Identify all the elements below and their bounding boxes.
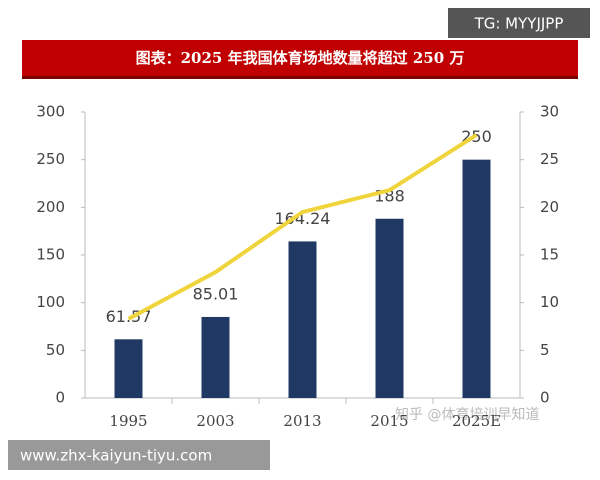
x-tick-label: 2013 xyxy=(283,412,321,430)
line xyxy=(127,133,478,321)
y-tick-label: 200 xyxy=(36,198,65,216)
y-tick-label: 150 xyxy=(36,246,65,264)
x-tick-label: 1995 xyxy=(109,412,147,430)
y2-tick-label: 30 xyxy=(540,103,559,121)
y-tick-label: 100 xyxy=(36,293,65,311)
watermark-box xyxy=(448,8,590,38)
y2-tick-label: 20 xyxy=(540,198,559,216)
bar xyxy=(462,159,491,398)
watermark: www.zhx-kaiyun-tiyu.com xyxy=(20,447,212,465)
title-bar xyxy=(22,40,578,76)
bar xyxy=(288,241,317,398)
y2-tick-label: 10 xyxy=(540,293,559,311)
chart-title: 图表：2025 年我国体育场地数量将超过 250 万 xyxy=(136,49,465,67)
x-tick-label: 2025E xyxy=(452,412,501,430)
bar xyxy=(375,218,404,398)
x-tick-label: 2015 xyxy=(370,412,408,430)
y-tick-label: 0 xyxy=(55,389,65,407)
title-rule xyxy=(22,76,578,79)
watermark: TG: MYYJJPP xyxy=(474,15,564,33)
y2-tick-label: 0 xyxy=(540,389,550,407)
x-tick-label: 2003 xyxy=(196,412,234,430)
y-tick-label: 250 xyxy=(36,150,65,168)
bar xyxy=(114,339,143,398)
watermark-box xyxy=(8,440,270,470)
y2-tick-label: 25 xyxy=(540,150,559,168)
watermark: 知乎 @体育培训早知道 xyxy=(395,406,539,423)
y2-tick-label: 15 xyxy=(540,246,559,264)
y-tick-label: 50 xyxy=(46,341,65,359)
bar xyxy=(201,316,230,398)
y2-tick-label: 5 xyxy=(540,341,550,359)
y-tick-label: 300 xyxy=(36,103,65,121)
data-label: 85.01 xyxy=(193,284,239,303)
